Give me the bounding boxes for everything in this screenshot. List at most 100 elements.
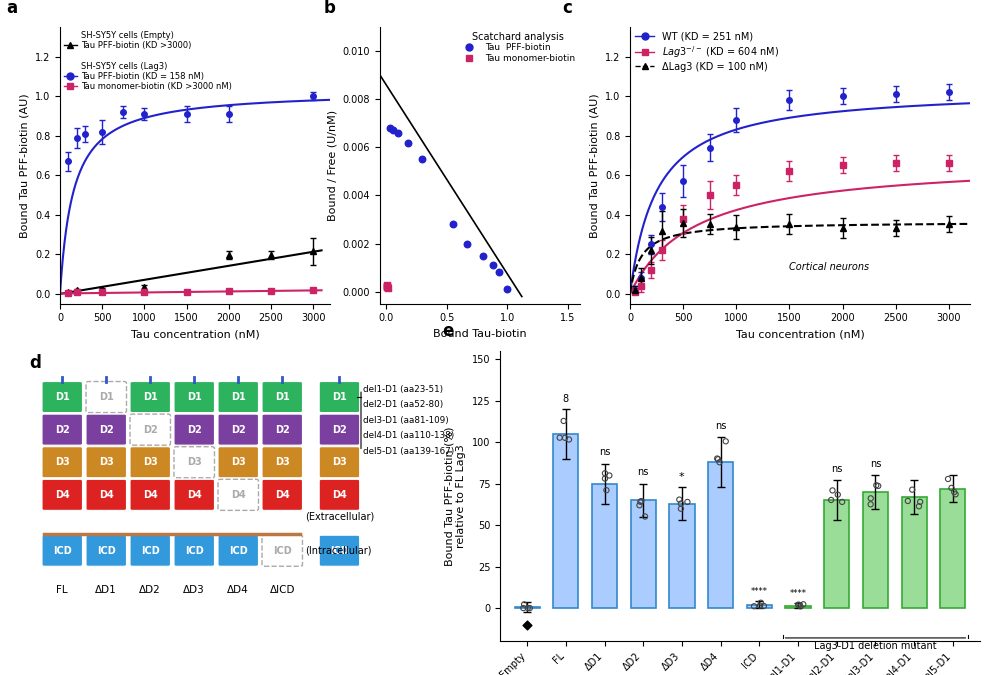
Point	[792, 601, 808, 612]
Point	[795, 599, 811, 610]
FancyBboxPatch shape	[130, 414, 170, 446]
Point	[823, 495, 839, 506]
Text: ICD: ICD	[185, 545, 204, 556]
Point	[380, 283, 396, 294]
Point	[633, 495, 649, 506]
Point	[679, 497, 695, 508]
FancyBboxPatch shape	[42, 535, 82, 566]
Point	[445, 219, 461, 230]
FancyBboxPatch shape	[319, 479, 360, 510]
Point	[515, 603, 531, 614]
Point	[631, 500, 647, 511]
Text: ns: ns	[831, 464, 842, 474]
Text: del4-D1 (aa110-138): del4-D1 (aa110-138)	[363, 431, 454, 440]
Text: ns: ns	[638, 467, 649, 477]
FancyBboxPatch shape	[262, 381, 302, 412]
Text: D1: D1	[231, 392, 246, 402]
Text: e: e	[442, 323, 454, 340]
Point	[790, 599, 806, 610]
FancyBboxPatch shape	[174, 479, 214, 510]
FancyBboxPatch shape	[174, 381, 214, 412]
Point	[379, 281, 395, 292]
Point	[379, 279, 395, 290]
Point	[868, 480, 884, 491]
Point	[385, 125, 401, 136]
Text: del3-D1 (aa81-109): del3-D1 (aa81-109)	[363, 416, 449, 425]
Text: D1: D1	[187, 392, 202, 402]
Y-axis label: Bound Tau PFF-biotin (AU): Bound Tau PFF-biotin (AU)	[589, 93, 599, 238]
Bar	[785, 605, 811, 608]
FancyBboxPatch shape	[174, 414, 214, 446]
Point	[710, 454, 726, 464]
Point	[459, 238, 475, 249]
FancyBboxPatch shape	[174, 535, 214, 566]
Text: D2: D2	[187, 425, 202, 435]
Text: (Intracellular): (Intracellular)	[305, 545, 371, 556]
Text: c: c	[562, 0, 572, 17]
Bar	[669, 504, 695, 608]
Text: del2-D1 (aa52-80): del2-D1 (aa52-80)	[363, 400, 443, 409]
Text: Lag3-D1 deletion mutant: Lag3-D1 deletion mutant	[814, 641, 937, 651]
Text: D3: D3	[187, 457, 202, 467]
Legend: WT (KD = 251 nM), $Lag3^{-/-}$ (KD = 604 nM), ΔLag3 (KD = 100 nM): WT (KD = 251 nM), $Lag3^{-/-}$ (KD = 604…	[635, 32, 779, 72]
Text: D1: D1	[332, 392, 347, 402]
Point	[791, 599, 807, 610]
Point	[904, 484, 920, 495]
FancyBboxPatch shape	[86, 381, 126, 412]
Point	[825, 485, 841, 496]
FancyBboxPatch shape	[86, 535, 126, 566]
Bar	[592, 484, 617, 608]
Text: del5-D1 (aa139-167): del5-D1 (aa139-167)	[363, 447, 454, 456]
Point	[900, 495, 916, 506]
FancyBboxPatch shape	[42, 414, 82, 446]
Point	[522, 603, 538, 614]
Point	[673, 504, 689, 514]
Point	[863, 499, 879, 510]
Bar	[824, 500, 849, 608]
Text: D4: D4	[332, 490, 347, 500]
FancyBboxPatch shape	[262, 535, 302, 566]
Point	[632, 496, 648, 507]
Text: *: *	[679, 472, 685, 482]
Y-axis label: Bound Tau PFF-biotin (%)
relative to FL Lag3: Bound Tau PFF-biotin (%) relative to FL …	[444, 427, 466, 566]
Text: D1: D1	[143, 392, 158, 402]
FancyBboxPatch shape	[86, 479, 126, 510]
Text: ICD: ICD	[330, 545, 349, 556]
Text: D2: D2	[332, 425, 347, 435]
FancyBboxPatch shape	[86, 414, 126, 446]
Point	[912, 496, 928, 507]
FancyBboxPatch shape	[42, 479, 82, 510]
Point	[940, 474, 956, 485]
Text: D4: D4	[275, 490, 290, 500]
Text: D4: D4	[187, 490, 202, 500]
Point	[400, 137, 416, 148]
Bar	[902, 497, 927, 608]
Text: D2: D2	[99, 425, 114, 435]
Point	[671, 494, 687, 505]
Point	[597, 473, 613, 484]
Text: D2: D2	[55, 425, 70, 435]
Text: (Extracellular): (Extracellular)	[305, 512, 374, 522]
FancyBboxPatch shape	[42, 381, 82, 412]
Text: D3: D3	[55, 457, 70, 467]
Text: ICD: ICD	[273, 545, 292, 556]
Point	[561, 434, 577, 445]
Point	[946, 487, 962, 497]
Text: 8: 8	[563, 394, 569, 404]
Point	[753, 597, 769, 608]
Text: D3: D3	[332, 457, 347, 467]
Point	[379, 281, 395, 292]
Text: del1-D1 (aa23-51): del1-D1 (aa23-51)	[363, 385, 443, 394]
Bar	[708, 462, 733, 608]
Text: D4: D4	[55, 490, 70, 500]
Point	[746, 601, 762, 612]
FancyBboxPatch shape	[218, 414, 258, 446]
FancyBboxPatch shape	[319, 447, 360, 478]
Point	[382, 123, 398, 134]
Text: ICD: ICD	[53, 545, 72, 556]
X-axis label: Bound Tau-biotin: Bound Tau-biotin	[433, 329, 527, 339]
Bar	[863, 492, 888, 608]
Point	[485, 260, 501, 271]
Bar	[631, 500, 656, 608]
Point	[556, 416, 572, 427]
